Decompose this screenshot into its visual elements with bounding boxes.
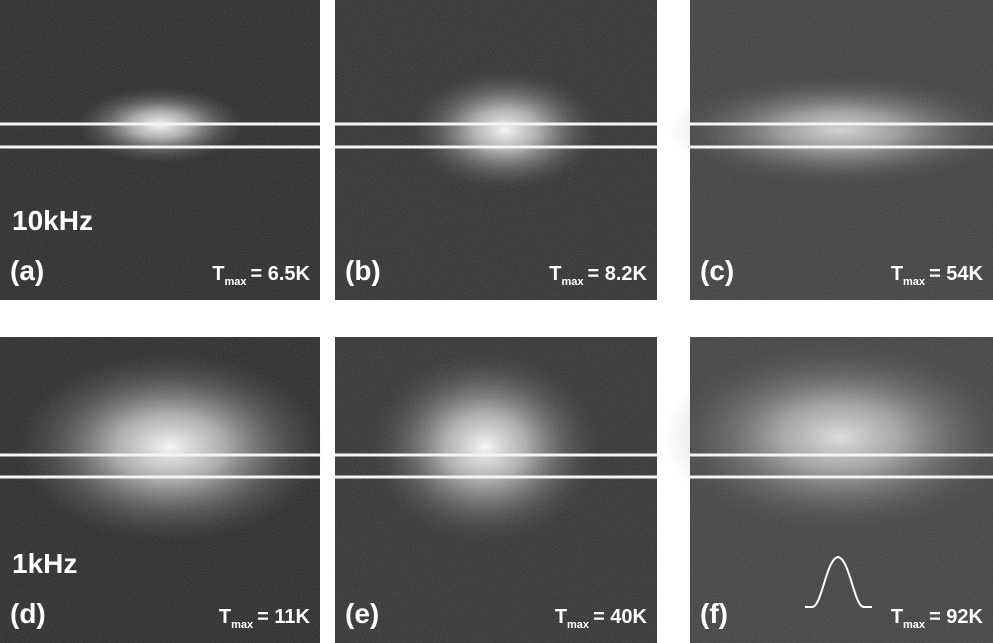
tmax-value: = 11K: [257, 606, 310, 628]
grain: [0, 0, 320, 300]
panel: (c) Tmax= 54K: [670, 0, 993, 300]
grain: [0, 337, 320, 643]
tmax-symbol: T: [555, 606, 567, 628]
panel: (f) Tmax= 92K: [665, 337, 993, 643]
tmax-subscript: max: [561, 276, 584, 288]
tmax-subscript: max: [224, 276, 247, 288]
row-label: 10kHz: [12, 205, 93, 236]
tmax-subscript: max: [903, 619, 926, 631]
tmax-value: = 92K: [929, 606, 983, 628]
grain: [690, 0, 993, 300]
grain: [690, 337, 993, 643]
panel-label: (f): [700, 598, 728, 629]
panel: (e) Tmax= 40K: [335, 337, 657, 643]
panel: 1kHz (d) Tmax= 11K: [0, 337, 325, 643]
panel: 10kHz (a) Tmax = 6.5K: [0, 0, 320, 300]
tmax-value: = 6.5K: [251, 263, 311, 285]
row-label: 1kHz: [12, 548, 77, 579]
panel-label: (e): [345, 598, 379, 629]
tmax-symbol: T: [891, 606, 903, 628]
tmax-value: = 54K: [929, 263, 983, 285]
grain: [335, 0, 657, 300]
tmax-subscript: max: [903, 276, 926, 288]
grain: [335, 337, 657, 643]
panel-label: (b): [345, 255, 381, 286]
figure: 10kHz(a)Tmax= 6.5K(b)Tmax= 8.2K(c)Tmax= …: [0, 0, 993, 643]
tmax-symbol: T: [549, 263, 561, 285]
panel-label: (a): [10, 255, 44, 286]
panel-label: (d): [10, 598, 46, 629]
tmax-subscript: max: [231, 619, 254, 631]
tmax-subscript: max: [567, 619, 590, 631]
tmax-symbol: T: [891, 263, 903, 285]
tmax-symbol: T: [219, 606, 231, 628]
panel: (b) Tmax = 8.2K: [335, 0, 657, 300]
panel-label: (c): [700, 255, 734, 286]
tmax-value: = 8.2K: [588, 263, 648, 285]
tmax-value: = 40K: [593, 606, 647, 628]
tmax-symbol: T: [212, 263, 224, 285]
